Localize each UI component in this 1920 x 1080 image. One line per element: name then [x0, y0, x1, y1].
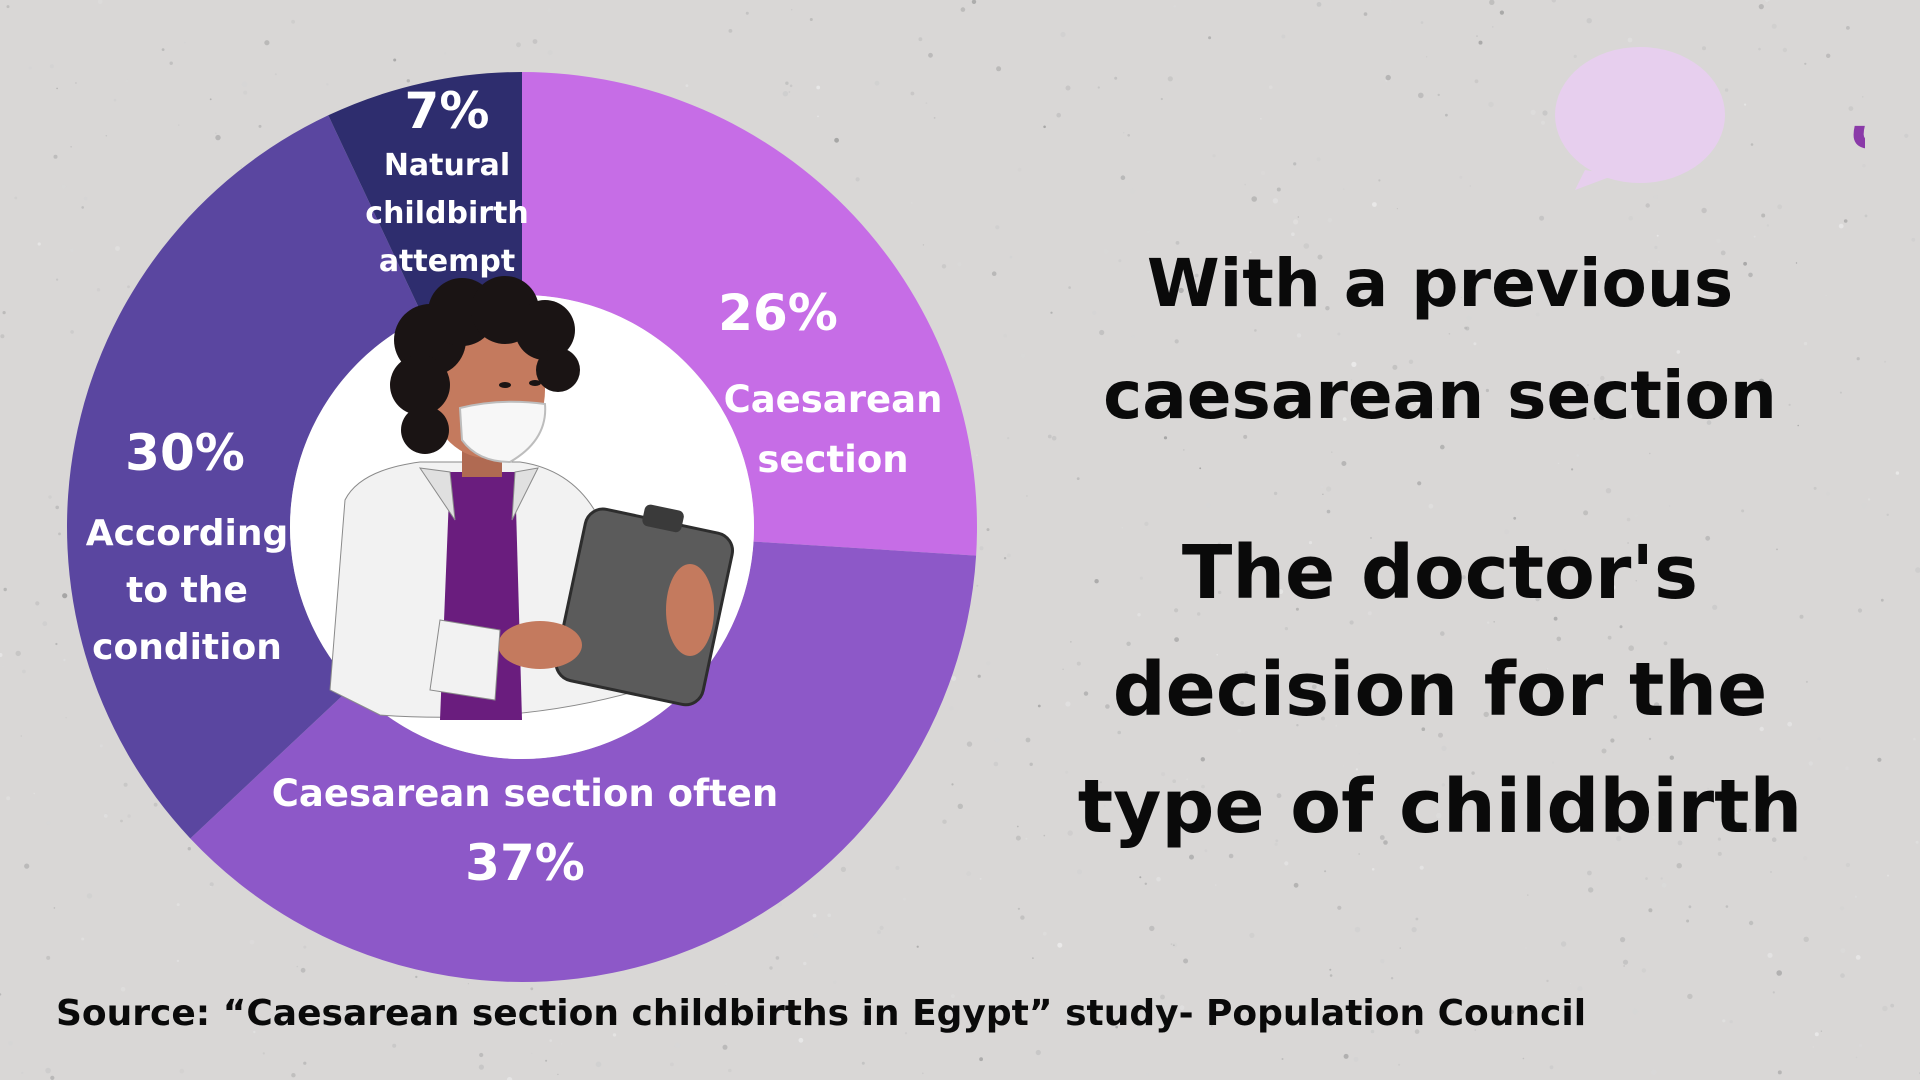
title-line: decision for the	[1112, 647, 1768, 733]
logo-bubble-icon	[1555, 47, 1725, 183]
slice-category-label: to the	[126, 570, 248, 611]
donut-slice	[66, 115, 424, 839]
subtitle-line: caesarean section	[1103, 357, 1777, 434]
slice-category-label: Caesarean section often	[272, 772, 778, 815]
chart-title: The doctor's decision for the type of ch…	[1055, 515, 1825, 866]
slice-category-label: Natural	[384, 148, 510, 183]
source-note: Source: “Caesarean section childbirths i…	[56, 993, 1587, 1034]
slice-value-label: 7%	[405, 82, 490, 140]
donut-slice	[190, 541, 977, 983]
donut-slice	[328, 72, 522, 318]
subtitle-line: With a previous	[1146, 245, 1734, 322]
slice-value-label: 26%	[718, 284, 838, 342]
slice-category-label: attempt	[379, 244, 515, 279]
slice-category-label: section	[757, 438, 908, 481]
doctor-illustration	[329, 276, 734, 720]
title-line: type of childbirth	[1077, 764, 1803, 850]
slice-value-label: 30%	[125, 424, 245, 482]
slice-category-label: condition	[92, 627, 282, 668]
slice-category-label: childbirth	[365, 196, 528, 231]
slice-value-label: 37%	[465, 834, 585, 892]
logo-text: شبكة ولكن	[1850, 81, 1865, 150]
brand-logo: شبكة ولكن	[1555, 47, 1865, 190]
donut-slice	[522, 72, 978, 556]
slice-category-label: Caesarean	[724, 378, 943, 421]
chart-subtitle: With a previous caesarean section	[1055, 228, 1825, 452]
slice-category-label: According	[86, 513, 289, 554]
title-line: The doctor's	[1181, 530, 1699, 616]
